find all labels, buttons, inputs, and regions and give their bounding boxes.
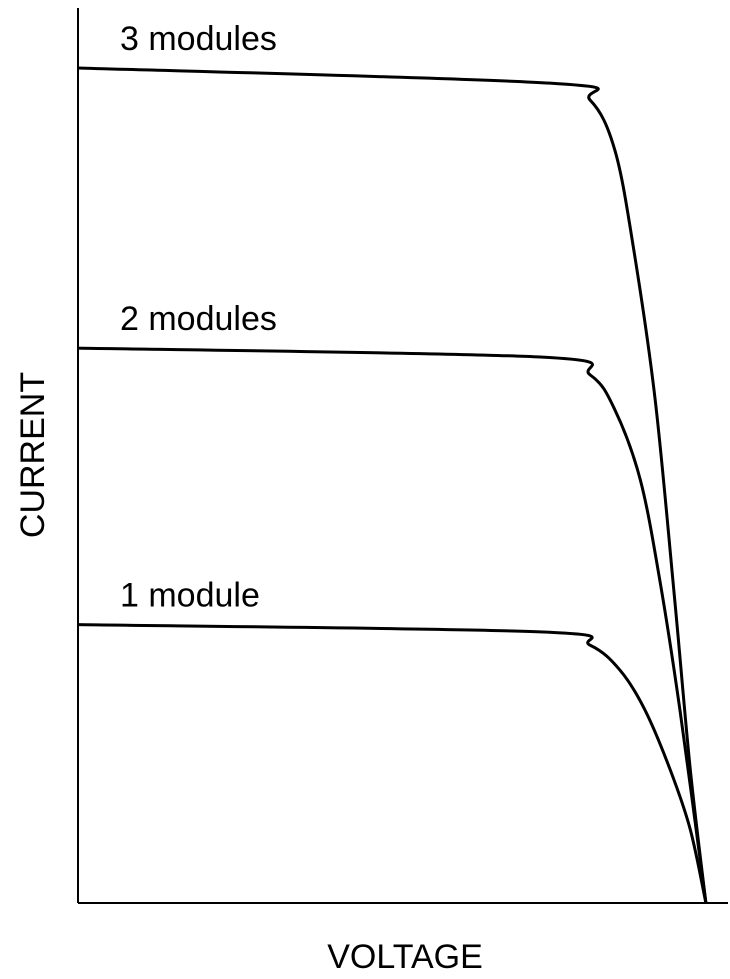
x-axis-label: VOLTAGE (327, 938, 483, 974)
curve (77, 66, 708, 904)
curve-label: 3 modules (120, 20, 277, 58)
curve-label: 1 module (120, 577, 260, 615)
curve (77, 346, 708, 904)
curve (77, 623, 708, 904)
curve-label: 2 modules (120, 300, 277, 338)
y-axis-label: CURRENT (14, 372, 52, 538)
